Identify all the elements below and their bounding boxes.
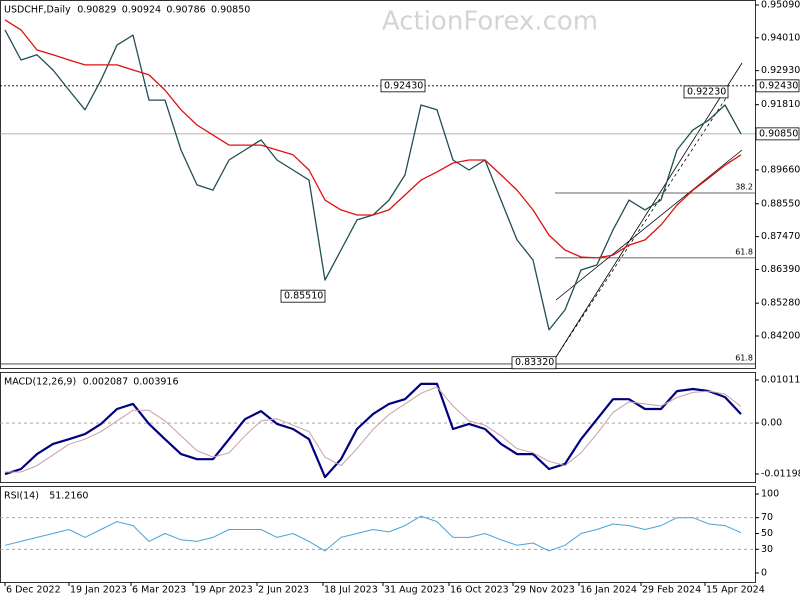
y-tick-label: 0 <box>761 567 767 578</box>
y-tick-label: 50 <box>761 528 773 539</box>
panel-frame <box>0 0 756 369</box>
y-tick-label: 0.95090 <box>761 0 800 10</box>
channel-lower <box>555 149 743 301</box>
series-line <box>4 382 742 479</box>
annotation-label: 0.92430 <box>384 80 423 91</box>
price-tag <box>755 127 800 141</box>
panel-reading: 51.2160 <box>49 491 88 502</box>
panel-reading: 0.003916 <box>133 377 178 388</box>
x-tick-label: 6 Dec 2022 <box>6 585 61 596</box>
fib-label: 61.8 <box>735 247 753 256</box>
x-tick-label: 6 Mar 2023 <box>132 585 186 596</box>
channel-dashed <box>555 94 729 358</box>
x-tick-label: 2 Jun 2023 <box>258 585 309 596</box>
annotation-label: 0.85510 <box>284 291 323 302</box>
watermark: ActionForex.com <box>382 7 598 37</box>
y-tick-label: 0.86390 <box>761 264 800 275</box>
y-tick-label: 0.89660 <box>761 165 800 176</box>
annotation-box <box>511 356 557 370</box>
y-tick-label: 30 <box>761 544 773 555</box>
y-tick-label: 0.87470 <box>761 231 800 242</box>
panel-reading: 0.90924 <box>122 5 161 16</box>
price-tag-label: 0.92430 <box>759 80 798 91</box>
y-tick-label: 0.010117 <box>761 375 800 386</box>
panel-reading: 0.90829 <box>77 5 116 16</box>
channel-upper <box>555 62 743 358</box>
x-tick-label: 15 Apr 2024 <box>706 585 765 596</box>
x-tick-label: 18 Jul 2023 <box>324 585 378 596</box>
y-tick-label: -0.011983 <box>761 469 800 480</box>
panel-frame <box>0 486 756 583</box>
series-line <box>4 515 742 552</box>
x-tick-label: 19 Jan 2023 <box>70 585 127 596</box>
y-tick-label: 0.91810 <box>761 99 800 110</box>
panel-frame <box>0 372 756 483</box>
panel-title: RSI(14) <box>4 491 39 502</box>
y-tick-label: 0.84200 <box>761 330 800 341</box>
y-tick-label: 0.92930 <box>761 65 800 76</box>
panel-reading: 0.90850 <box>211 5 250 16</box>
series-line <box>5 386 742 473</box>
annotation-box <box>380 79 426 93</box>
x-tick-label: 31 Aug 2023 <box>384 585 445 596</box>
x-tick-label: 29 Nov 2023 <box>514 585 575 596</box>
panel-reading: 0.90786 <box>166 5 205 16</box>
panel-title: MACD(12,26,9) <box>4 377 76 388</box>
y-tick-label: 0.85280 <box>761 298 800 309</box>
annotation-label: 0.83320 <box>515 357 554 368</box>
y-tick-label: 0.94010 <box>761 32 800 43</box>
panel-title: USDCHF,Daily <box>4 5 71 16</box>
annotation-box <box>280 289 326 303</box>
fib-label: 38.2 <box>735 183 753 192</box>
y-tick-label: 100 <box>761 488 779 499</box>
price-tag-label: 0.90850 <box>759 128 798 139</box>
y-tick-label: 0.88550 <box>761 198 800 209</box>
y-tick-label: 0.00 <box>761 418 782 429</box>
x-tick-label: 16 Oct 2023 <box>450 585 509 596</box>
x-tick-label: 29 Feb 2024 <box>642 585 701 596</box>
panel-reading: 0.002087 <box>83 377 128 388</box>
annotation-box <box>683 85 729 99</box>
series-line <box>4 19 742 259</box>
price-tag <box>755 79 800 93</box>
y-tick-label: 70 <box>761 512 773 523</box>
annotation-label: 0.92230 <box>687 86 726 97</box>
fib-label: 61.8 <box>735 353 753 362</box>
x-tick-label: 19 Apr 2023 <box>194 585 253 596</box>
x-tick-label: 16 Jan 2024 <box>580 585 637 596</box>
